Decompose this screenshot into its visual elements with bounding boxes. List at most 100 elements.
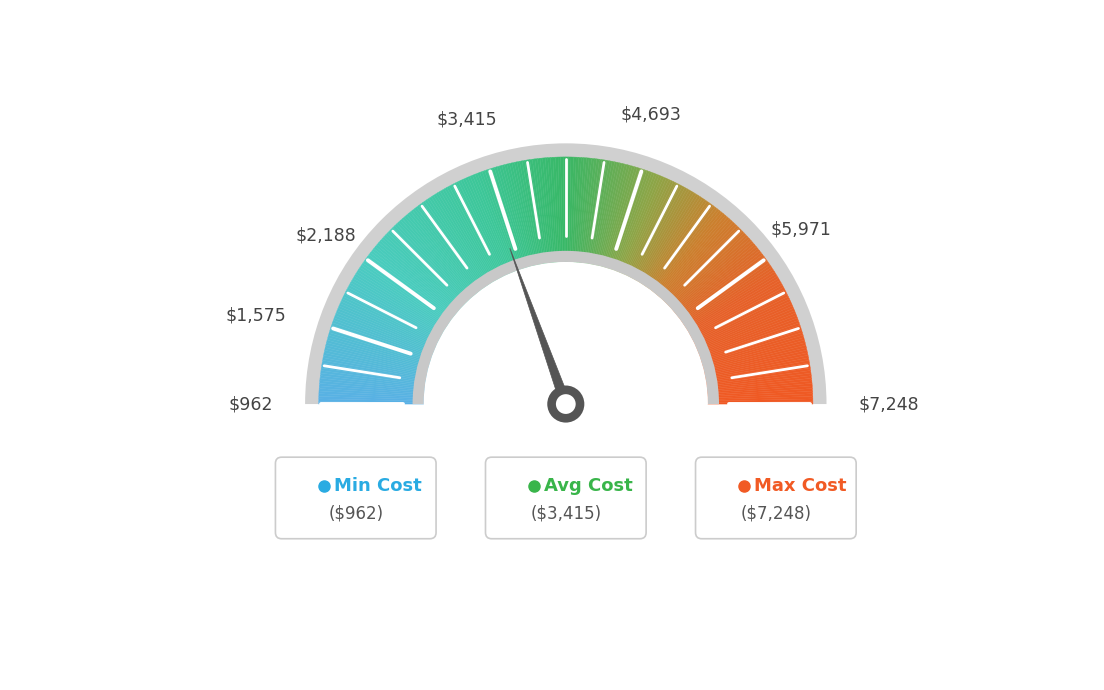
Wedge shape — [625, 179, 671, 275]
Wedge shape — [452, 184, 501, 278]
Wedge shape — [548, 157, 556, 262]
Wedge shape — [677, 250, 761, 317]
Wedge shape — [614, 172, 652, 271]
Wedge shape — [686, 272, 776, 329]
Wedge shape — [517, 161, 539, 265]
Wedge shape — [418, 204, 482, 290]
Wedge shape — [319, 391, 424, 398]
Wedge shape — [565, 157, 569, 262]
Wedge shape — [617, 173, 657, 272]
Wedge shape — [700, 325, 800, 360]
Wedge shape — [683, 265, 772, 326]
Wedge shape — [527, 159, 545, 264]
Wedge shape — [585, 159, 602, 264]
Wedge shape — [342, 297, 438, 344]
Wedge shape — [454, 183, 502, 277]
Wedge shape — [374, 246, 456, 315]
Text: $7,248: $7,248 — [859, 395, 920, 413]
Wedge shape — [644, 197, 702, 286]
Wedge shape — [703, 340, 805, 368]
Wedge shape — [361, 263, 449, 324]
Wedge shape — [684, 270, 774, 328]
Text: $962: $962 — [229, 395, 273, 413]
Wedge shape — [333, 318, 433, 356]
Wedge shape — [664, 224, 736, 302]
Wedge shape — [597, 163, 623, 266]
Wedge shape — [581, 158, 594, 263]
Wedge shape — [661, 220, 733, 299]
Wedge shape — [646, 199, 707, 287]
Wedge shape — [651, 207, 718, 292]
Wedge shape — [701, 328, 802, 362]
Wedge shape — [575, 157, 584, 262]
Wedge shape — [408, 212, 477, 295]
Wedge shape — [649, 204, 713, 290]
Wedge shape — [558, 157, 563, 262]
Wedge shape — [346, 290, 439, 339]
Wedge shape — [404, 215, 474, 297]
Wedge shape — [553, 157, 560, 262]
Wedge shape — [602, 165, 629, 267]
Wedge shape — [573, 157, 582, 262]
Wedge shape — [385, 233, 464, 307]
Wedge shape — [414, 207, 480, 292]
Wedge shape — [542, 158, 554, 263]
Wedge shape — [652, 209, 720, 293]
Wedge shape — [347, 287, 440, 338]
Wedge shape — [449, 185, 500, 279]
Wedge shape — [365, 257, 452, 321]
Wedge shape — [327, 337, 429, 367]
Wedge shape — [567, 157, 571, 262]
Wedge shape — [708, 394, 813, 400]
Wedge shape — [360, 265, 448, 326]
Wedge shape — [522, 160, 542, 264]
Wedge shape — [708, 388, 813, 397]
Wedge shape — [684, 267, 773, 326]
Wedge shape — [475, 173, 514, 272]
Wedge shape — [594, 162, 617, 265]
Wedge shape — [658, 215, 728, 297]
Wedge shape — [325, 350, 427, 375]
Wedge shape — [390, 229, 465, 304]
Polygon shape — [510, 248, 574, 415]
Wedge shape — [485, 170, 520, 270]
Wedge shape — [482, 170, 519, 270]
Wedge shape — [693, 294, 788, 342]
Wedge shape — [358, 270, 447, 328]
Wedge shape — [603, 166, 633, 267]
Wedge shape — [338, 306, 435, 349]
Wedge shape — [348, 285, 442, 337]
Wedge shape — [328, 335, 429, 366]
Wedge shape — [332, 320, 432, 357]
Wedge shape — [375, 244, 457, 313]
Wedge shape — [670, 237, 750, 309]
Wedge shape — [704, 350, 807, 375]
Wedge shape — [630, 184, 680, 278]
Wedge shape — [599, 164, 627, 266]
Wedge shape — [343, 294, 438, 342]
Wedge shape — [393, 226, 467, 302]
Wedge shape — [434, 194, 491, 284]
Wedge shape — [707, 368, 810, 385]
Wedge shape — [368, 255, 453, 319]
Wedge shape — [369, 253, 454, 318]
Wedge shape — [705, 363, 810, 382]
Wedge shape — [598, 164, 625, 266]
Wedge shape — [608, 168, 643, 269]
Wedge shape — [350, 281, 443, 334]
Wedge shape — [708, 399, 813, 402]
Wedge shape — [688, 276, 778, 332]
Wedge shape — [319, 399, 424, 402]
Wedge shape — [436, 193, 492, 284]
Wedge shape — [659, 217, 730, 297]
Wedge shape — [648, 203, 711, 289]
Wedge shape — [443, 189, 496, 281]
Wedge shape — [708, 402, 813, 404]
Wedge shape — [666, 228, 741, 304]
Wedge shape — [607, 168, 639, 268]
Wedge shape — [395, 224, 468, 302]
Wedge shape — [702, 335, 804, 366]
Wedge shape — [321, 363, 426, 382]
Wedge shape — [708, 381, 813, 392]
Wedge shape — [618, 175, 659, 273]
